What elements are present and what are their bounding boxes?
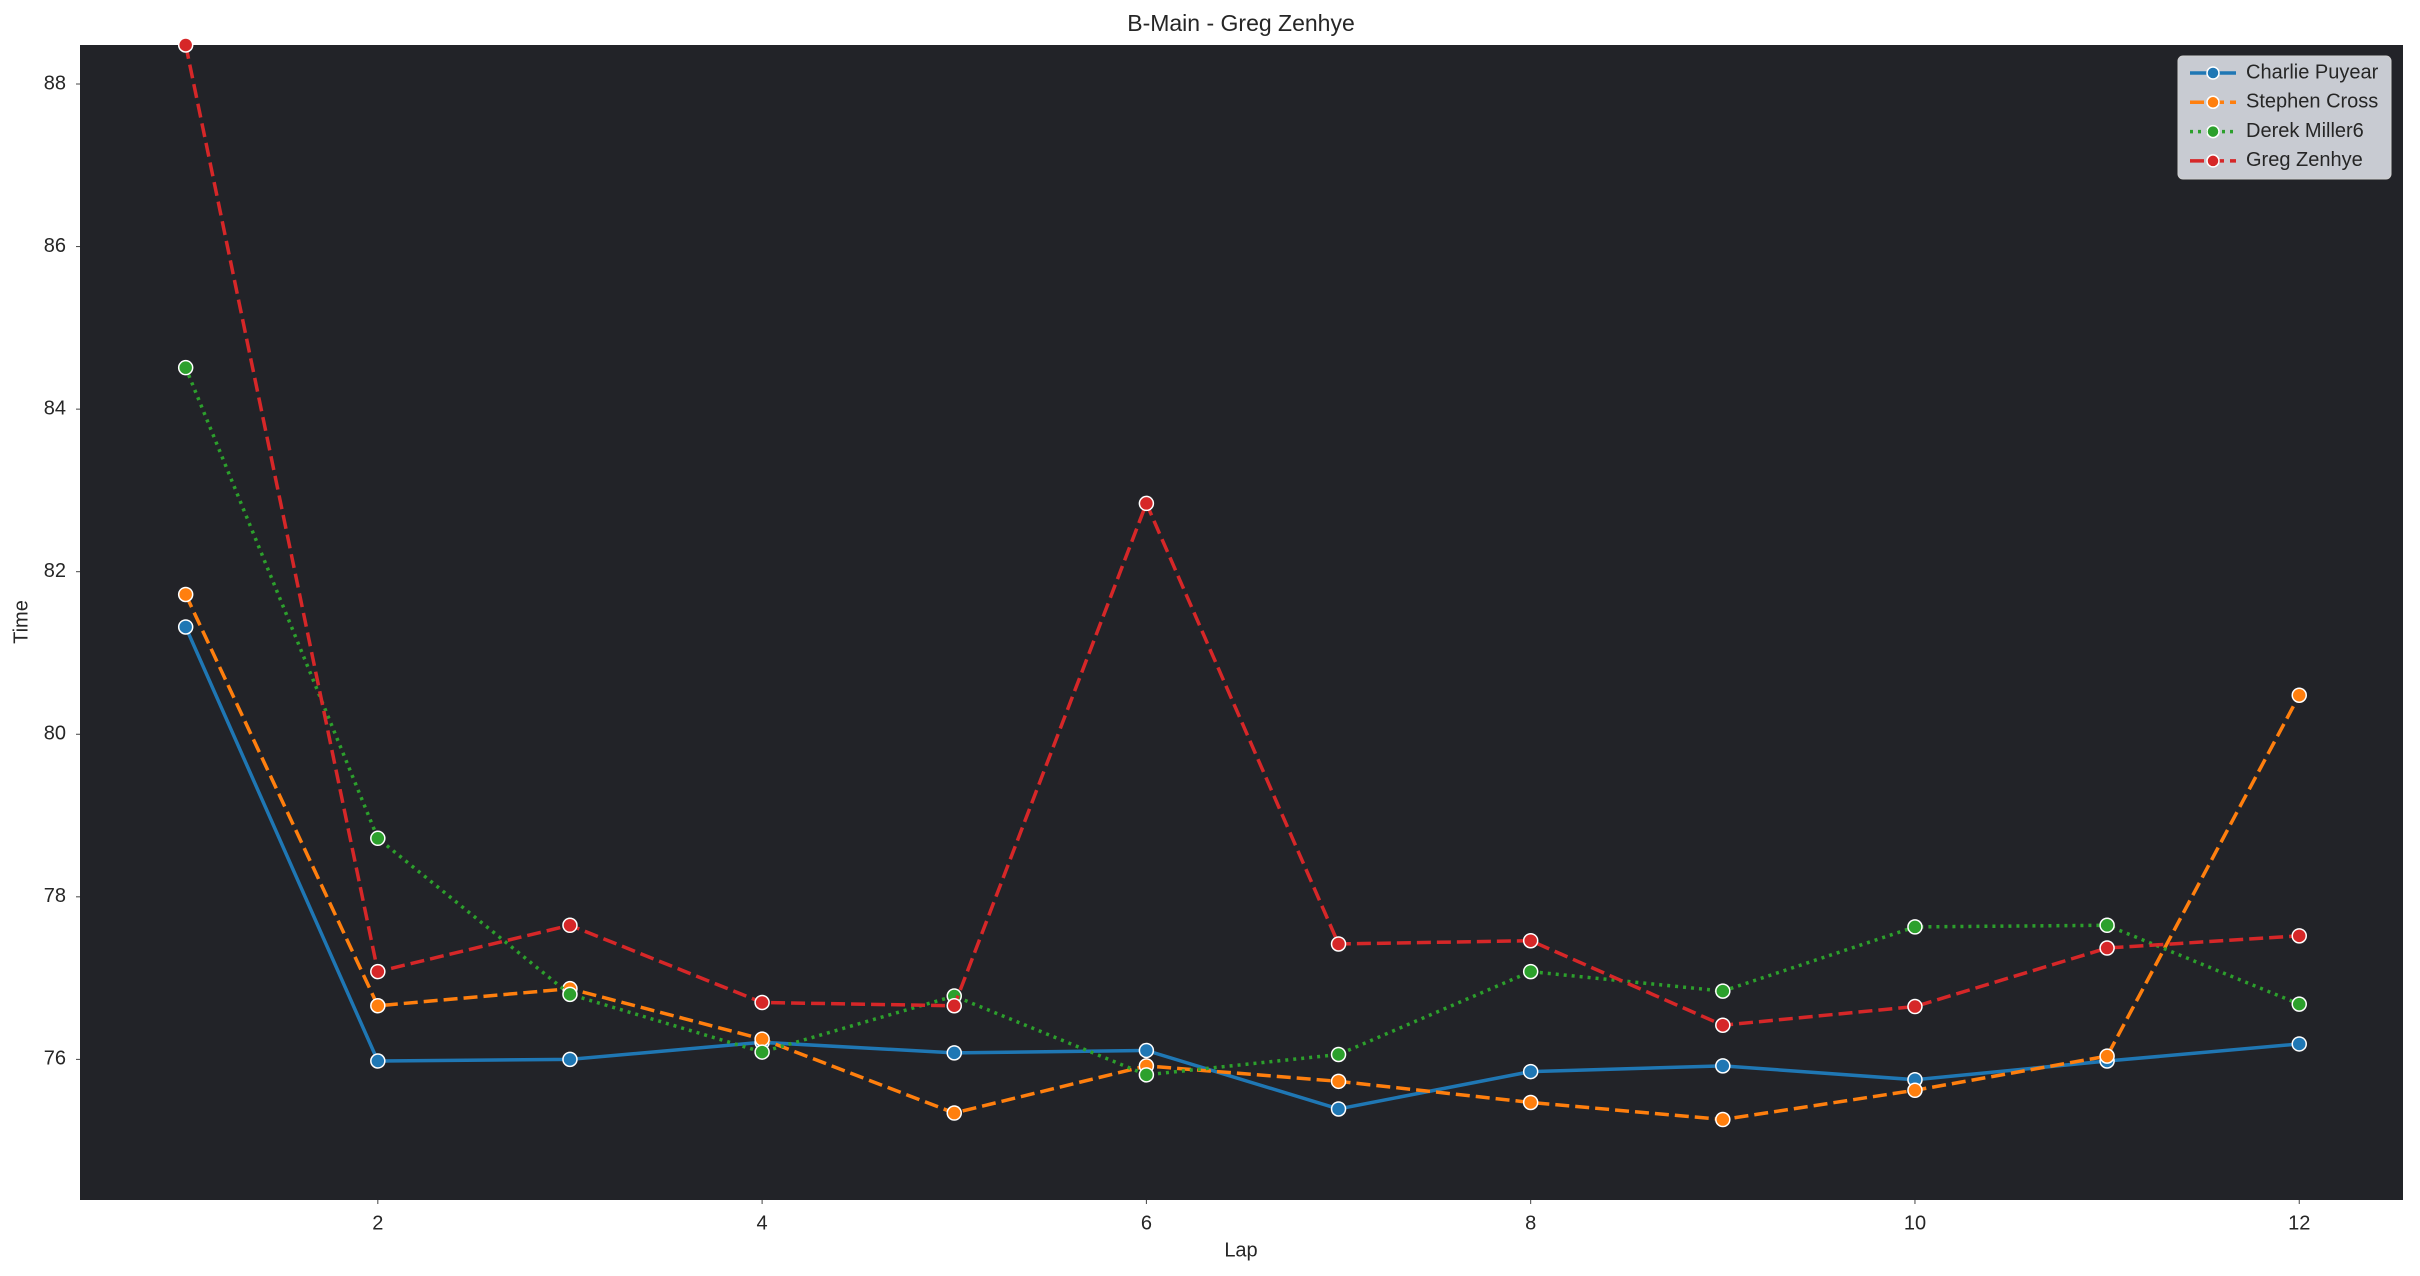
legend-label: Derek Miller6 [2246, 120, 2364, 142]
data-point [1715, 983, 1731, 999]
data-point [1907, 919, 1923, 935]
lines [177, 37, 2307, 1128]
data-point [2291, 928, 2307, 944]
data-point [754, 994, 770, 1011]
data-point [370, 830, 386, 847]
data-point [2291, 1036, 2307, 1052]
data-point [370, 963, 386, 980]
x-tick-label: 4 [757, 1212, 768, 1234]
legend-label: Charlie Puyear [2246, 61, 2379, 83]
data-point [1138, 1042, 1155, 1059]
x-tick-label: 10 [1904, 1212, 1926, 1234]
series-line [183, 44, 2300, 1028]
series-line [184, 367, 2300, 1077]
legend: Charlie Puyear Stephen Cross Derek Miller6… [2177, 55, 2392, 180]
data-point [1522, 1063, 1539, 1080]
legend-label: Greg Zenhye [2246, 149, 2363, 171]
y-tick-label: 78 [44, 885, 66, 907]
legend-marker [2206, 124, 2220, 139]
y-tick-label: 82 [44, 560, 66, 582]
data-point [562, 917, 578, 934]
data-point [562, 986, 578, 1003]
data-point [946, 1045, 962, 1061]
legend-marker [2206, 95, 2220, 110]
x-tick-label: 12 [2288, 1212, 2310, 1234]
series-line [184, 626, 2300, 1111]
data-point [2099, 917, 2115, 934]
data-point [946, 1105, 962, 1121]
data-point [1522, 963, 1539, 980]
legend-marker [2206, 154, 2220, 168]
x-tick-label: 6 [1141, 1212, 1152, 1234]
data-point [2291, 687, 2307, 703]
chart-title: B-Main - Greg Zenhye [1127, 10, 1355, 36]
y-tick-label: 86 [44, 235, 66, 257]
data-point [1522, 1094, 1539, 1111]
data-point [1138, 495, 1155, 512]
data-point [1330, 1046, 1347, 1063]
data-point [177, 37, 194, 53]
data-point [754, 1031, 770, 1047]
data-point [754, 1044, 770, 1060]
y-tick-label: 88 [44, 72, 66, 94]
data-point [1138, 1067, 1155, 1083]
data-point [562, 1051, 578, 1068]
x-tick-label: 2 [372, 1212, 383, 1234]
data-point [1715, 1111, 1731, 1128]
x-axis-label: Lap [1224, 1239, 1257, 1261]
data-point [370, 1053, 386, 1069]
y-tick-label: 80 [44, 723, 66, 745]
data-point [1907, 1082, 1923, 1099]
y-tick-label: 84 [44, 397, 66, 419]
data-point [1330, 1073, 1347, 1090]
data-point [1715, 1058, 1731, 1074]
data-point [1715, 1017, 1731, 1033]
data-point [370, 997, 386, 1014]
data-point [1330, 1101, 1347, 1117]
x-tick-label: 8 [1525, 1212, 1536, 1234]
data-point [2099, 940, 2115, 956]
y-axis-label: Time [10, 600, 32, 644]
data-point [1330, 936, 1347, 952]
y-tick-label: 76 [44, 1048, 66, 1070]
series-line [184, 593, 2301, 1122]
legend-label: Stephen Cross [2246, 91, 2378, 113]
data-point [177, 359, 194, 376]
legend-marker [2206, 66, 2220, 80]
legend-box [2177, 55, 2392, 180]
data-point [177, 586, 194, 603]
data-point [1522, 932, 1539, 949]
data-point [2291, 996, 2307, 1012]
plot-area [80, 45, 2403, 1200]
data-point [1907, 998, 1923, 1015]
data-point [2099, 1048, 2115, 1064]
data-point [946, 997, 962, 1014]
data-point [177, 619, 194, 635]
